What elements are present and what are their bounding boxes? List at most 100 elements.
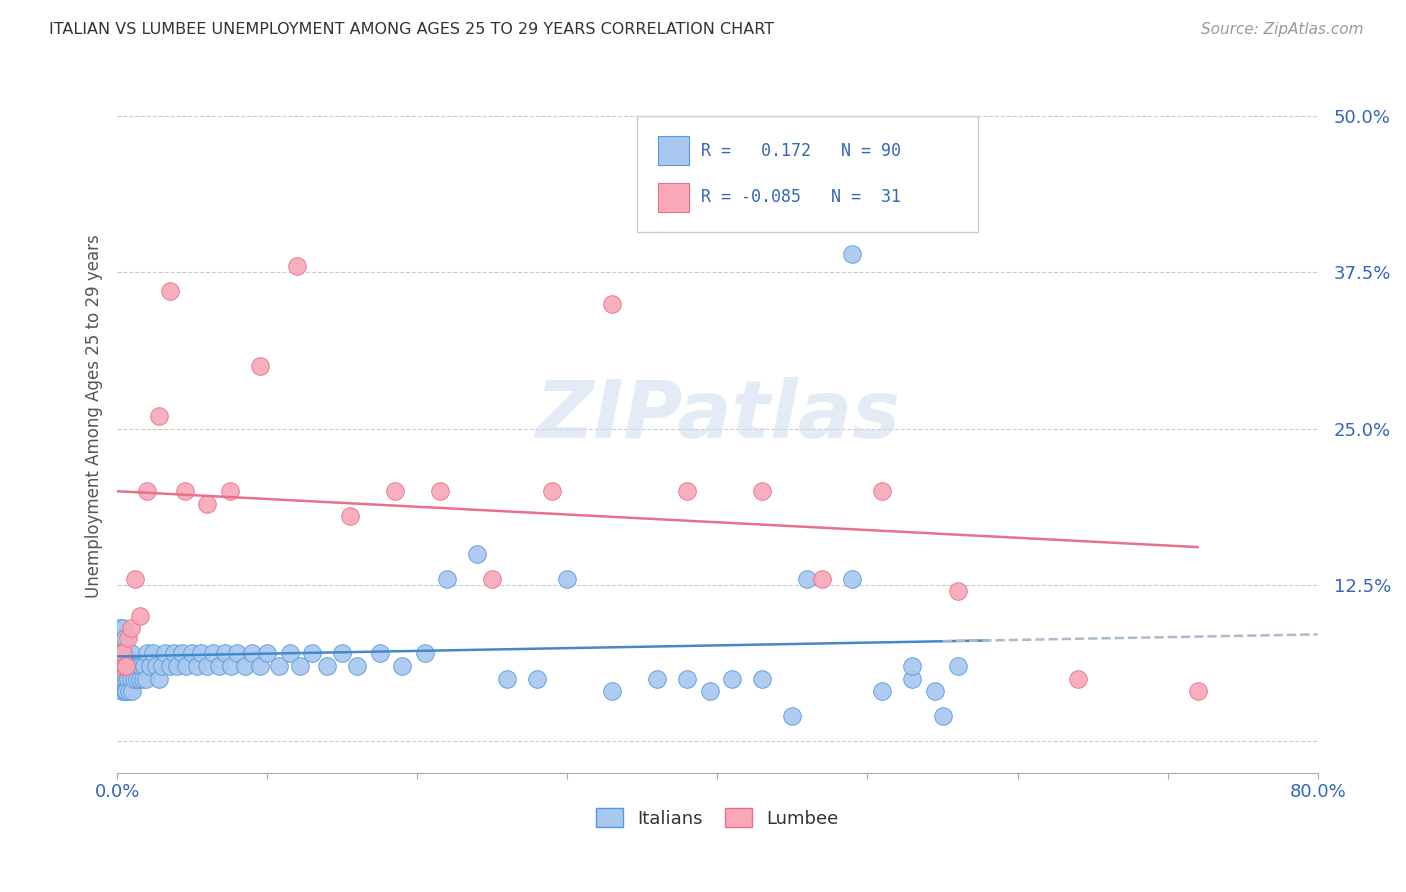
Point (647, 672, 669, 686)
Point (195, 659, 218, 673)
Point (190, 646, 212, 660)
Point (481, 572, 503, 586)
Point (330, 646, 353, 660)
Point (139, 659, 162, 673)
Point (111, 659, 134, 673)
Point (159, 284, 181, 298)
Point (107, 631, 129, 645)
Point (150, 659, 173, 673)
Point (114, 659, 136, 673)
Point (124, 659, 146, 673)
Text: ZIPatlas: ZIPatlas (534, 377, 900, 455)
Point (301, 646, 323, 660)
Point (107, 672, 129, 686)
Point (142, 646, 165, 660)
Point (526, 672, 548, 686)
Point (436, 572, 458, 586)
Point (170, 646, 193, 660)
Point (120, 646, 142, 660)
Point (122, 672, 145, 686)
Point (214, 646, 236, 660)
Point (290, 659, 312, 673)
Point (136, 484, 159, 499)
Point (112, 621, 135, 635)
Point (946, 659, 969, 673)
Point (285, 259, 308, 273)
Point (346, 659, 368, 673)
Point (721, 672, 744, 686)
Point (111, 631, 134, 645)
Point (384, 484, 406, 499)
Point (751, 672, 773, 686)
Point (676, 672, 699, 686)
Point (112, 646, 135, 660)
Point (872, 484, 894, 499)
Point (931, 709, 953, 723)
Point (112, 672, 135, 686)
Point (541, 484, 564, 499)
Point (676, 484, 699, 499)
Text: ITALIAN VS LUMBEE UNEMPLOYMENT AMONG AGES 25 TO 29 YEARS CORRELATION CHART: ITALIAN VS LUMBEE UNEMPLOYMENT AMONG AGE… (49, 22, 775, 37)
Point (796, 572, 818, 586)
Point (166, 659, 188, 673)
Point (413, 646, 436, 660)
Point (226, 646, 249, 660)
Point (269, 659, 291, 673)
Point (218, 484, 240, 499)
Point (117, 659, 139, 673)
Point (602, 296, 624, 310)
Point (163, 646, 186, 660)
Point (249, 359, 271, 373)
Point (124, 572, 146, 586)
Point (136, 646, 159, 660)
Point (233, 659, 256, 673)
Point (107, 659, 129, 673)
Point (120, 621, 142, 635)
Point (121, 684, 143, 698)
Point (135, 672, 157, 686)
Point (117, 631, 139, 645)
Point (901, 659, 924, 673)
Point (118, 684, 141, 698)
Point (811, 572, 834, 586)
Point (924, 684, 946, 698)
Point (557, 572, 579, 586)
Point (120, 672, 142, 686)
Point (391, 659, 413, 673)
Point (145, 659, 167, 673)
Point (134, 659, 156, 673)
Point (125, 672, 148, 686)
Point (699, 684, 721, 698)
Point (1187, 684, 1209, 698)
Point (112, 646, 135, 660)
Point (148, 672, 170, 686)
Point (278, 646, 301, 660)
Point (155, 646, 177, 660)
Point (1066, 672, 1088, 686)
Point (208, 659, 231, 673)
Point (174, 659, 197, 673)
Point (249, 659, 271, 673)
Legend: Italians, Lumbee: Italians, Lumbee (589, 801, 846, 835)
Point (114, 631, 136, 645)
Point (339, 509, 361, 524)
Point (841, 246, 863, 260)
Text: R =   0.172   N = 90: R = 0.172 N = 90 (700, 142, 900, 160)
Point (751, 484, 773, 499)
Point (782, 709, 804, 723)
Point (159, 659, 181, 673)
Point (128, 609, 150, 624)
Y-axis label: Unemployment Among Ages 25 to 29 years: Unemployment Among Ages 25 to 29 years (86, 235, 103, 598)
Point (186, 659, 208, 673)
Point (114, 659, 136, 673)
Point (131, 672, 153, 686)
Point (114, 684, 136, 698)
Point (429, 484, 451, 499)
Point (872, 684, 894, 698)
Point (111, 684, 134, 698)
Point (111, 646, 134, 660)
Point (181, 646, 204, 660)
Point (901, 672, 924, 686)
Point (465, 547, 488, 561)
Point (202, 646, 225, 660)
